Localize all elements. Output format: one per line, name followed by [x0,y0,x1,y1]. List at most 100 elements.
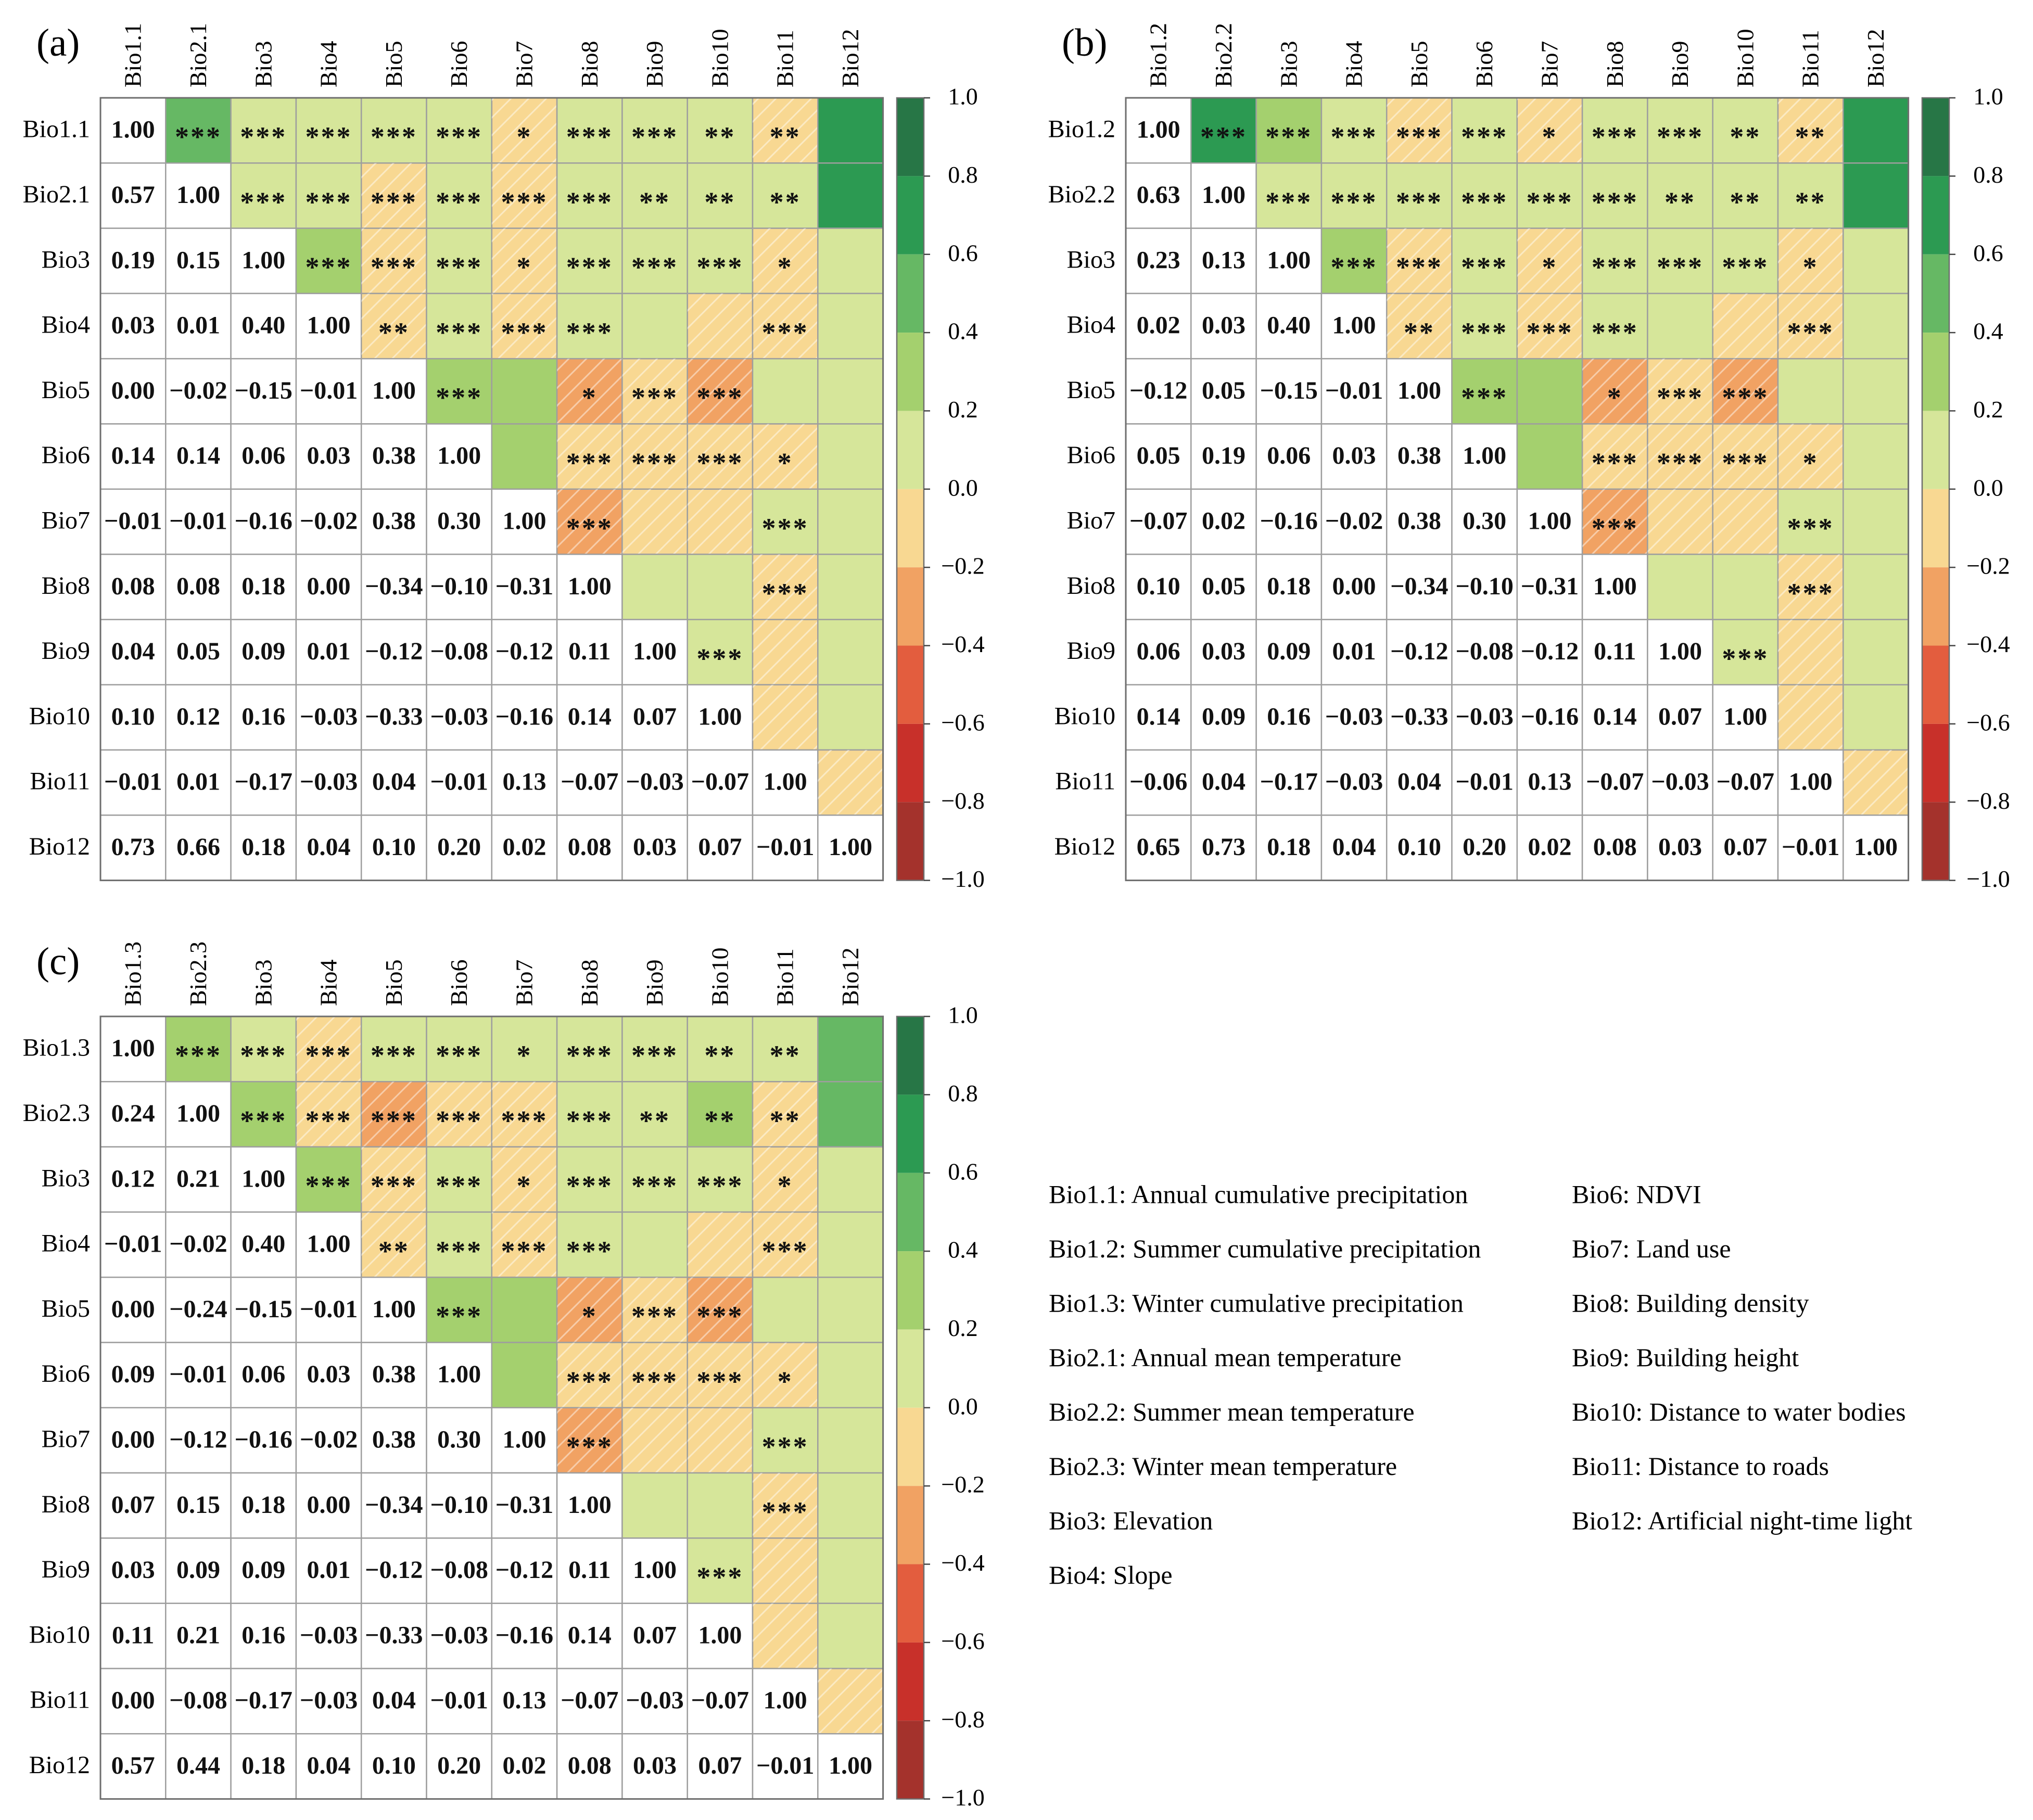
significance-mark: ** [1664,186,1696,218]
correlation-value: 0.02 [1528,833,1571,861]
row-label: Bio5 [42,1295,90,1322]
correlation-value: 1.00 [111,116,155,144]
significance-mark: *** [1396,186,1443,218]
row-label: Bio7 [42,506,90,534]
correlation-value: 1.00 [1723,703,1767,730]
significance-mark: *** [762,1431,809,1462]
value-cell [295,1276,362,1343]
value-cell [1125,488,1192,555]
significance-mark: *** [1787,317,1834,348]
correlation-value: 0.18 [242,572,285,600]
negative-hatch [753,1342,818,1408]
value-cell [360,358,427,425]
negative-hatch [753,293,818,359]
value-cell [99,749,167,816]
value-cell [360,684,427,751]
correlation-value: 0.44 [176,1752,220,1779]
value-cell [1386,553,1453,620]
correlation-value: 0.23 [1137,246,1180,274]
significance-mark: *** [1461,186,1508,218]
significance-mark: *** [436,317,482,348]
significance-mark: *** [436,1105,482,1136]
value-cell [752,1668,819,1735]
negative-hatch [687,1342,753,1408]
correlation-value: −0.15 [235,1295,293,1323]
negative-hatch [296,1016,362,1082]
row-label: Bio7 [1067,506,1115,534]
significance-mark: *** [1657,382,1704,413]
colorbar-tick-label: −0.2 [941,1471,984,1498]
colorbar-tick-label: 0.8 [1973,161,2003,188]
value-cell [1647,619,1713,685]
correlation-value: 0.20 [437,833,481,861]
correlation-value: 1.00 [307,312,351,339]
legend-item: Bio6: NDVI [1572,1179,1701,1208]
value-cell [295,684,362,751]
colorbar-tick-label: −0.6 [941,709,984,735]
significance-mark: *** [762,513,809,544]
significance-mark: * [582,1301,598,1332]
correlation-value: 0.07 [111,1491,155,1519]
corr-cell [817,619,884,685]
correlation-value: 1.00 [372,377,416,404]
significance-mark: *** [566,186,613,218]
value-cell [1255,488,1323,555]
significance-mark: *** [566,1105,613,1136]
correlation-value: −0.01 [430,768,488,796]
significance-mark: *** [1592,513,1638,544]
correlation-value: 0.06 [1267,442,1311,469]
corr-cell [687,1015,754,1083]
value-cell [491,1407,558,1474]
value-cell [491,814,558,881]
column-label: Bio7 [1536,41,1562,87]
corr-cell [1516,358,1583,425]
value-cell [1581,553,1648,620]
significance-mark: *** [1592,448,1638,479]
correlation-value: −0.01 [169,507,227,534]
correlation-value: 1.00 [698,703,742,730]
value-cell [1190,553,1257,620]
significance-mark: *** [371,121,417,152]
significance-mark: *** [1396,252,1443,283]
colorbar-tick-label: −0.4 [941,1549,984,1576]
colorbar-segment [1922,333,1949,411]
correlation-value: 0.10 [111,703,155,730]
correlation-value: 0.02 [502,1752,546,1779]
significance-mark: *** [1461,252,1508,283]
correlation-value: −0.07 [561,1687,618,1714]
significance-mark: ** [704,121,735,152]
significance-mark: *** [306,252,352,283]
correlation-value: −0.01 [300,1295,358,1323]
significance-mark: *** [306,1040,352,1071]
significance-mark: *** [436,382,482,413]
correlation-value: −0.34 [365,572,423,600]
correlation-value: −0.03 [626,768,683,796]
significance-mark: *** [436,1301,482,1332]
row-label: Bio4 [42,311,90,339]
colorbar-segment [897,1094,924,1173]
colorbar-tick-label: −0.4 [1966,631,2010,657]
correlation-value: −0.08 [430,1556,488,1584]
correlation-value: 0.10 [1137,572,1180,600]
correlation-value: −0.03 [1651,768,1709,796]
correlation-value: −0.16 [235,1426,293,1453]
correlation-value: 0.30 [437,1426,481,1453]
correlation-value: 0.09 [176,1556,220,1584]
correlation-value: 0.07 [1723,833,1767,861]
significance-mark: *** [696,448,743,479]
negative-hatch [753,424,818,489]
value-cell [230,423,297,490]
correlation-value: 1.00 [372,1295,416,1323]
panel-label: (a) [36,21,80,65]
significance-mark: *** [696,382,743,413]
correlation-value: 0.05 [1137,442,1180,469]
correlation-value: −0.01 [1325,377,1383,404]
row-label: Bio5 [42,376,90,404]
correlation-value: 0.15 [176,246,220,274]
value-cell [1125,292,1192,360]
value-cell [621,749,688,816]
value-cell [1255,684,1323,751]
correlation-value: 0.09 [111,1360,155,1388]
legend-item: Bio12: Artificial night-time light [1572,1506,1912,1535]
colorbar-tick-label: 0.4 [948,318,978,345]
